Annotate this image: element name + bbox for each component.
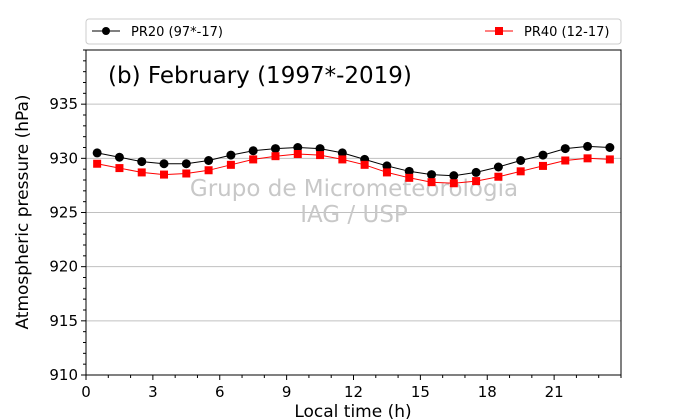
y-tick-label: 920 xyxy=(49,258,78,276)
y-axis-label: Atmospheric pressure (hPa) xyxy=(13,94,33,329)
data-point-series-1 xyxy=(316,151,325,160)
data-point-series-1 xyxy=(182,169,191,178)
y-axis: 910 915 920 925 930 935 xyxy=(49,49,86,384)
data-point-series-0 xyxy=(493,162,503,172)
y-tick-label: 910 xyxy=(49,366,78,384)
data-point-series-1 xyxy=(472,177,481,186)
x-tick-label: 9 xyxy=(282,383,292,401)
data-point-series-1 xyxy=(449,179,458,188)
data-point-series-0 xyxy=(137,157,147,167)
legend-frame xyxy=(85,18,622,45)
data-point-series-0 xyxy=(471,167,481,177)
data-point-series-1 xyxy=(338,155,347,164)
legend-marker-pr40 xyxy=(495,27,503,35)
data-point-series-1 xyxy=(293,150,302,158)
data-point-series-1 xyxy=(160,170,169,179)
x-tick-label: 21 xyxy=(545,383,564,401)
data-point-series-1 xyxy=(494,172,503,181)
data-point-series-1 xyxy=(405,173,414,182)
data-point-series-1 xyxy=(137,168,146,177)
data-point-series-0 xyxy=(605,143,615,152)
data-point-series-0 xyxy=(560,144,570,154)
data-point-series-0 xyxy=(404,166,414,176)
data-point-series-1 xyxy=(605,155,614,164)
data-point-series-1 xyxy=(427,178,436,187)
data-point-series-1 xyxy=(516,167,525,176)
series-layer xyxy=(92,141,615,188)
x-tick-label: 12 xyxy=(344,383,363,401)
x-tick-label: 0 xyxy=(81,383,91,401)
y-tick-label: 930 xyxy=(49,149,78,167)
data-point-series-1 xyxy=(115,164,124,173)
legend-label-pr20: PR20 (97*-17) xyxy=(131,25,223,40)
watermark-line-1: Grupo de Micrometeorologia xyxy=(190,176,518,202)
data-point-series-0 xyxy=(92,148,102,158)
data-point-series-0 xyxy=(583,141,593,151)
data-point-series-0 xyxy=(114,152,124,162)
data-point-series-0 xyxy=(159,159,169,169)
data-point-series-0 xyxy=(204,156,214,165)
legend-entry-pr20: PR20 (97*-17) xyxy=(92,25,223,40)
x-tick-label: 6 xyxy=(215,383,225,401)
data-point-series-1 xyxy=(271,152,280,161)
data-point-series-1 xyxy=(583,154,592,163)
data-point-series-1 xyxy=(204,166,213,175)
x-tick-label: 15 xyxy=(411,383,430,401)
data-point-series-0 xyxy=(181,159,191,169)
data-point-series-0 xyxy=(315,144,325,154)
data-point-series-0 xyxy=(270,144,280,154)
y-tick-label: 915 xyxy=(49,312,78,330)
data-point-series-1 xyxy=(382,168,391,177)
data-point-series-0 xyxy=(248,146,258,156)
legend-label-pr40: PR40 (12-17) xyxy=(524,25,609,40)
data-point-series-0 xyxy=(427,170,437,180)
data-point-series-1 xyxy=(360,160,369,169)
data-point-series-1 xyxy=(249,155,258,164)
data-point-series-0 xyxy=(382,161,392,171)
data-point-series-0 xyxy=(293,143,303,152)
data-point-series-1 xyxy=(538,161,547,170)
x-tick-label: 3 xyxy=(148,383,158,401)
x-tick-label: 18 xyxy=(478,383,497,401)
data-point-series-1 xyxy=(561,156,570,165)
y-tick-label: 925 xyxy=(49,204,78,222)
chart-title: (b) February (1997*-2019) xyxy=(108,63,412,89)
data-point-series-0 xyxy=(449,171,459,181)
watermark-line-2: IAG / USP xyxy=(300,202,408,228)
data-point-series-0 xyxy=(337,148,347,158)
data-point-series-1 xyxy=(226,160,235,169)
data-point-series-0 xyxy=(516,156,526,165)
y-tick-label: 935 xyxy=(49,95,78,113)
legend-entry-pr40: PR40 (12-17) xyxy=(485,25,609,40)
data-point-series-0 xyxy=(226,150,236,160)
x-axis: 0 3 6 9 12 15 18 21 xyxy=(81,375,622,401)
data-point-series-0 xyxy=(538,150,548,160)
x-axis-label: Local time (h) xyxy=(294,402,411,420)
legend: PR20 (97*-17) PR40 (12-17) xyxy=(85,18,622,45)
grid-lines xyxy=(86,103,621,322)
legend-marker-pr20 xyxy=(102,27,110,35)
data-point-series-1 xyxy=(93,159,102,168)
